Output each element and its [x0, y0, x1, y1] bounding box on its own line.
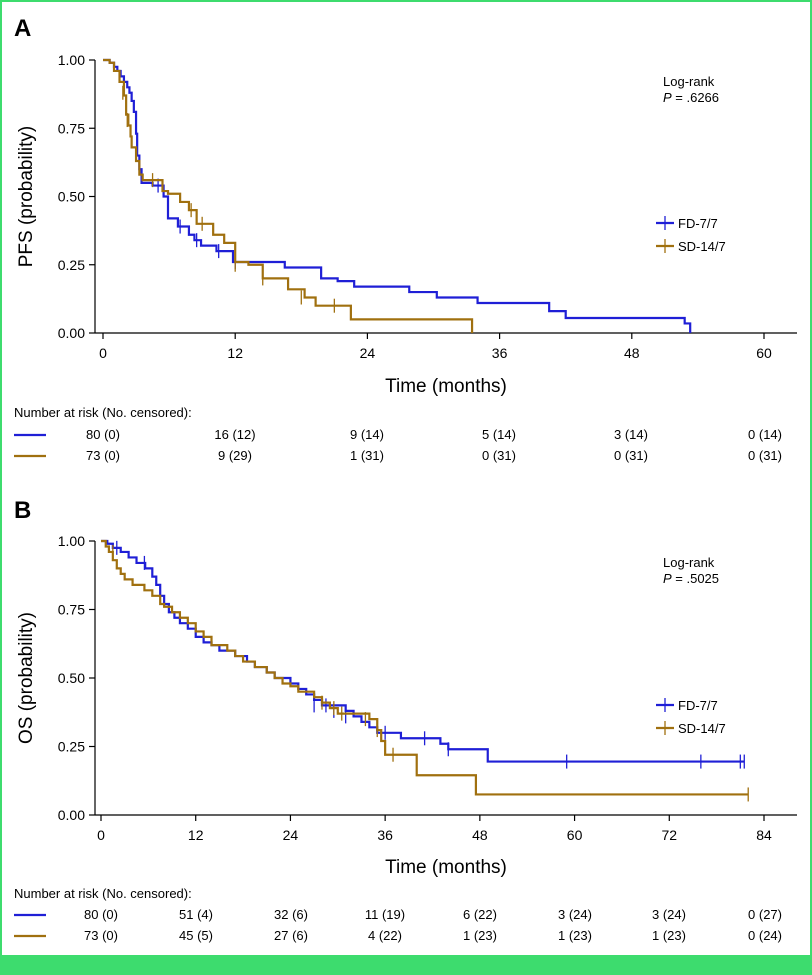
km-curve-fd [103, 58, 692, 333]
p-value: P = .5025 [663, 571, 719, 586]
risk-cell: 3 (24) [652, 907, 686, 922]
risk-cell: 9 (29) [218, 448, 252, 463]
y-tick-label: 0.25 [58, 257, 85, 273]
legend-label: FD-7/7 [678, 216, 718, 231]
risk-cell: 1 (23) [558, 928, 592, 943]
x-axis-label: Time (months) [385, 376, 507, 397]
figure-frame [0, 0, 812, 955]
x-axis-label: Time (months) [385, 857, 507, 878]
panel-letter: B [14, 497, 31, 524]
risk-cell: 1 (23) [463, 928, 497, 943]
x-tick-label: 48 [624, 345, 640, 361]
y-tick-label: 0.75 [58, 120, 85, 136]
x-tick-label: 0 [97, 827, 105, 843]
y-tick-label: 0.00 [58, 325, 85, 341]
risk-cell: 3 (14) [614, 427, 648, 442]
risk-cell: 32 (6) [274, 907, 308, 922]
risk-cell: 0 (31) [614, 448, 648, 463]
x-tick-label: 36 [377, 827, 393, 843]
risk-cell: 16 (12) [214, 427, 255, 442]
risk-cell: 0 (24) [748, 928, 782, 943]
y-tick-label: 1.00 [58, 533, 85, 549]
y-tick-label: 0.00 [58, 807, 85, 823]
risk-cell: 5 (14) [482, 427, 516, 442]
legend-label: SD-14/7 [678, 721, 726, 736]
y-tick-label: 0.75 [58, 602, 85, 618]
risk-cell: 6 (22) [463, 907, 497, 922]
y-tick-label: 0.25 [58, 739, 85, 755]
risk-cell: 80 (0) [86, 427, 120, 442]
panel-b: B 0.00 0.25 0.50 0.75 1.00 0 12 24 36 48 60 72 84 OS (… [14, 497, 797, 943]
x-tick-label: 48 [472, 827, 488, 843]
risk-cell: 0 (14) [748, 427, 782, 442]
x-tick-label: 36 [492, 345, 508, 361]
km-curve-fd [101, 539, 745, 763]
panel-letter: A [14, 15, 31, 42]
km-figure: A 0.00 0.25 0.50 0.75 1.00 0 12 24 36 48 60 PFS (pro… [14, 15, 797, 943]
x-tick-label: 12 [188, 827, 204, 843]
km-curve-sd [101, 539, 749, 796]
logrank-label: Log-rank [663, 74, 715, 89]
x-tick-label: 12 [227, 345, 243, 361]
x-tick-label: 24 [360, 345, 376, 361]
risk-cell: 3 (24) [558, 907, 592, 922]
x-tick-label: 60 [567, 827, 583, 843]
x-tick-label: 24 [283, 827, 299, 843]
km-curve-sd [103, 58, 474, 333]
x-tick-label: 72 [661, 827, 677, 843]
logrank-label: Log-rank [663, 555, 715, 570]
x-tick-label: 84 [756, 827, 772, 843]
y-tick-label: 0.50 [58, 670, 85, 686]
legend-label: SD-14/7 [678, 239, 726, 254]
legend-label: FD-7/7 [678, 698, 718, 713]
bottom-accent-bar [0, 955, 812, 975]
risk-cell: 45 (5) [179, 928, 213, 943]
risk-table-title: Number at risk (No. censored): [14, 886, 192, 901]
risk-cell: 0 (27) [748, 907, 782, 922]
risk-cell: 73 (0) [84, 928, 118, 943]
risk-cell: 51 (4) [179, 907, 213, 922]
p-value: P = .6266 [663, 90, 719, 105]
panel-a: A 0.00 0.25 0.50 0.75 1.00 0 12 24 36 48 60 PFS (pro… [14, 15, 797, 463]
risk-table-title: Number at risk (No. censored): [14, 405, 192, 420]
risk-cell: 0 (31) [482, 448, 516, 463]
risk-cell: 4 (22) [368, 928, 402, 943]
y-axis-label: OS (probability) [16, 612, 37, 744]
risk-cell: 9 (14) [350, 427, 384, 442]
x-tick-label: 0 [99, 345, 107, 361]
y-tick-label: 0.50 [58, 189, 85, 205]
risk-cell: 1 (31) [350, 448, 384, 463]
risk-cell: 73 (0) [86, 448, 120, 463]
risk-cell: 0 (31) [748, 448, 782, 463]
risk-cell: 1 (23) [652, 928, 686, 943]
risk-cell: 27 (6) [274, 928, 308, 943]
y-tick-label: 1.00 [58, 52, 85, 68]
risk-cell: 11 (19) [365, 907, 405, 922]
y-axis-label: PFS (probability) [16, 126, 37, 268]
x-tick-label: 60 [756, 345, 772, 361]
risk-cell: 80 (0) [84, 907, 118, 922]
